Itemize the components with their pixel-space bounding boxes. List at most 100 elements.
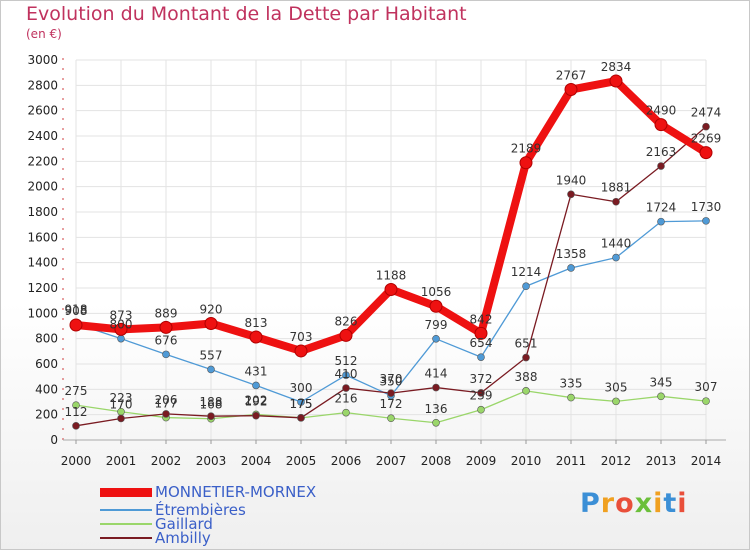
- data-point: [474, 326, 488, 340]
- logo-letter: i: [653, 488, 664, 519]
- y-tick-label: 1400: [27, 256, 58, 270]
- data-label: 136: [425, 402, 448, 416]
- data-point: [477, 389, 485, 397]
- data-point: [204, 316, 218, 330]
- data-label: 654: [470, 336, 493, 350]
- data-label: 223: [110, 391, 133, 405]
- logo-letter: r: [600, 488, 616, 519]
- proxiti-logo: Proxiti: [580, 488, 688, 519]
- data-label: 239: [470, 389, 493, 403]
- x-tick-label: 2000: [61, 454, 92, 468]
- data-point: [702, 397, 710, 405]
- data-label: 813: [245, 316, 268, 330]
- data-label: 370: [380, 372, 403, 386]
- data-point: [654, 118, 668, 132]
- data-label: 175: [290, 397, 313, 411]
- data-point: [432, 418, 440, 427]
- data-label: 275: [65, 384, 88, 398]
- data-point: [477, 405, 485, 414]
- y-tick-label: 2000: [27, 180, 58, 194]
- data-label: 112: [65, 405, 88, 419]
- data-point: [342, 408, 350, 417]
- data-label: 2189: [511, 142, 542, 156]
- data-label: 2767: [556, 69, 587, 83]
- data-point: [294, 344, 308, 358]
- data-label: 1940: [556, 173, 587, 187]
- data-point: [159, 320, 173, 334]
- legend-swatch: [100, 523, 152, 525]
- y-tick-label: 400: [35, 382, 58, 396]
- legend-label: Gaillard: [155, 515, 213, 533]
- y-tick-label: 2200: [27, 154, 58, 168]
- data-point: [207, 412, 215, 420]
- data-point: [117, 334, 125, 343]
- data-point: [567, 393, 575, 402]
- chart-title: Evolution du Montant de la Dette par Hab…: [26, 3, 467, 25]
- y-tick-label: 800: [35, 332, 58, 346]
- logo-letter: x: [634, 488, 654, 519]
- data-point: [612, 253, 620, 262]
- data-point: [252, 381, 260, 390]
- data-label: 345: [650, 375, 673, 389]
- data-label: 172: [380, 397, 403, 411]
- legend-swatch: [100, 488, 152, 497]
- data-point: [612, 397, 620, 406]
- data-label: 1056: [421, 285, 452, 299]
- data-label: 873: [110, 308, 133, 322]
- legend-label: Étrembières: [155, 501, 246, 519]
- data-point: [342, 384, 350, 392]
- y-tick-label: 600: [35, 357, 58, 371]
- data-label: 889: [155, 306, 178, 320]
- data-label: 908: [65, 304, 88, 318]
- y-tick-label: 2600: [27, 104, 58, 118]
- data-point: [297, 414, 305, 422]
- x-tick-label: 2003: [196, 454, 227, 468]
- data-point: [114, 322, 128, 336]
- y-tick-label: 1600: [27, 230, 58, 244]
- data-point: [657, 162, 665, 170]
- x-tick-label: 2001: [106, 454, 137, 468]
- data-label: 335: [560, 377, 583, 391]
- data-point: [387, 389, 395, 397]
- data-point: [69, 318, 83, 332]
- data-point: [567, 264, 575, 272]
- data-point: [117, 414, 125, 423]
- data-point: [522, 282, 530, 291]
- data-point: [519, 156, 533, 170]
- logo-letter: t: [663, 488, 678, 519]
- data-label: 206: [155, 393, 178, 407]
- data-point: [162, 350, 170, 359]
- data-label: 175: [290, 397, 313, 411]
- data-label: 192: [245, 395, 268, 409]
- data-label: 388: [515, 370, 538, 384]
- y-tick-label: 200: [35, 408, 58, 422]
- data-label: 920: [200, 302, 223, 316]
- data-point: [567, 190, 575, 199]
- data-label: 651: [515, 337, 538, 351]
- logo-letter: o: [615, 488, 635, 519]
- data-point: [612, 197, 620, 206]
- data-label: 799: [425, 318, 448, 332]
- data-point: [432, 383, 440, 392]
- data-label: 2834: [601, 60, 632, 74]
- legend-label: MONNETIER-MORNEX: [155, 483, 317, 501]
- x-tick-label: 2002: [151, 454, 182, 468]
- data-label: 305: [605, 380, 628, 394]
- data-label: 202: [245, 393, 268, 407]
- data-point: [432, 334, 440, 343]
- data-label: 703: [290, 330, 313, 344]
- data-label: 2269: [691, 132, 722, 146]
- data-label: 800: [110, 318, 133, 332]
- data-label: 1881: [601, 181, 632, 195]
- data-point: [522, 387, 530, 395]
- y-tick-label: 2400: [27, 129, 58, 143]
- data-point: [702, 217, 710, 225]
- data-point: [72, 401, 80, 409]
- data-point: [702, 122, 710, 131]
- data-label: 826: [335, 314, 358, 328]
- data-label: 512: [335, 354, 358, 368]
- data-point: [207, 365, 215, 374]
- data-label: 676: [155, 333, 178, 347]
- x-tick-label: 2006: [331, 454, 362, 468]
